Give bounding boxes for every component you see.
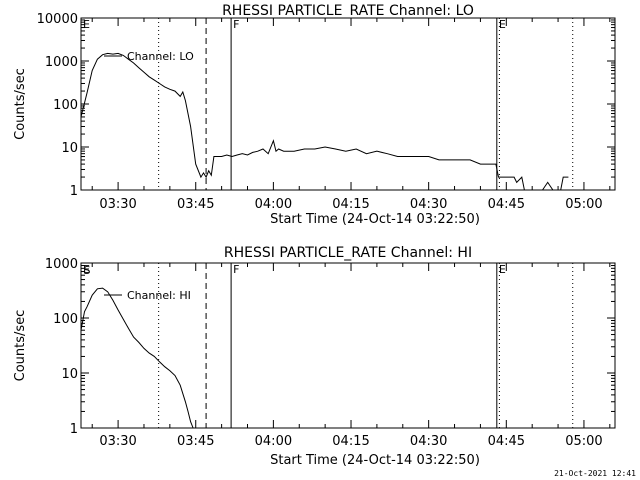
y-tick-label: 100 (53, 98, 78, 113)
x-tick-label: 04:00 (255, 434, 292, 449)
x-tick-label: 05:00 (565, 434, 602, 449)
y-axis-label: Counts/sec (13, 310, 28, 382)
corner-label: E (83, 263, 90, 276)
plot-frame (80, 17, 616, 191)
y-tick-label: 1 (70, 422, 78, 437)
y-tick-label: 1000 (45, 55, 78, 70)
y-tick-label: 10000 (37, 12, 78, 27)
x-tick-label: 04:30 (410, 197, 447, 212)
event-label: E (499, 18, 506, 31)
plot-timestamp: 21-Oct-2021 12:41 (554, 469, 636, 478)
x-tick-label: 03:45 (177, 434, 214, 449)
x-tick-label: 05:00 (565, 197, 602, 212)
chart-title: RHESSI PARTICLE_RATE Channel: LO (222, 3, 474, 19)
x-axis-label: Start Time (24-Oct-14 03:22:50) (270, 212, 480, 227)
x-tick-label: 04:45 (488, 197, 525, 212)
legend-label: Channel: LO (127, 50, 194, 63)
event-label: F (233, 263, 239, 276)
y-tick-label: 1000 (45, 257, 78, 272)
series-line (80, 287, 194, 429)
y-tick-label: 10 (61, 141, 78, 156)
legend-label: Channel: HI (127, 289, 191, 302)
y-tick-label: 100 (53, 312, 78, 327)
corner-label: E (83, 18, 90, 31)
x-tick-label: 04:15 (332, 434, 369, 449)
x-tick-label: 04:45 (488, 434, 525, 449)
chart-panel-1: RHESSI PARTICLE_RATE Channel: LO 1 10 100 10… (13, 3, 616, 227)
x-tick-label: 04:15 (332, 197, 369, 212)
x-tick-label: 04:30 (410, 434, 447, 449)
corner-label: S (84, 264, 91, 277)
x-tick-label: 03:30 (99, 197, 136, 212)
x-axis-label: Start Time (24-Oct-14 03:22:50) (270, 453, 480, 468)
series-line (80, 52, 569, 191)
x-tick-label: 03:45 (177, 197, 214, 212)
y-tick-label: 1 (70, 184, 78, 199)
y-axis-label: Counts/sec (13, 68, 28, 140)
x-tick-label: 03:30 (99, 434, 136, 449)
x-tick-label: 04:00 (255, 197, 292, 212)
y-tick-label: 10 (61, 367, 78, 382)
event-label: F (233, 18, 239, 31)
chart-panel-2: RHESSI PARTICLE_RATE Channel: HI 1 10 100 10… (13, 245, 616, 468)
plot-frame (80, 262, 616, 429)
chart-title: RHESSI PARTICLE_RATE Channel: HI (224, 245, 472, 261)
event-label: E (499, 263, 506, 276)
